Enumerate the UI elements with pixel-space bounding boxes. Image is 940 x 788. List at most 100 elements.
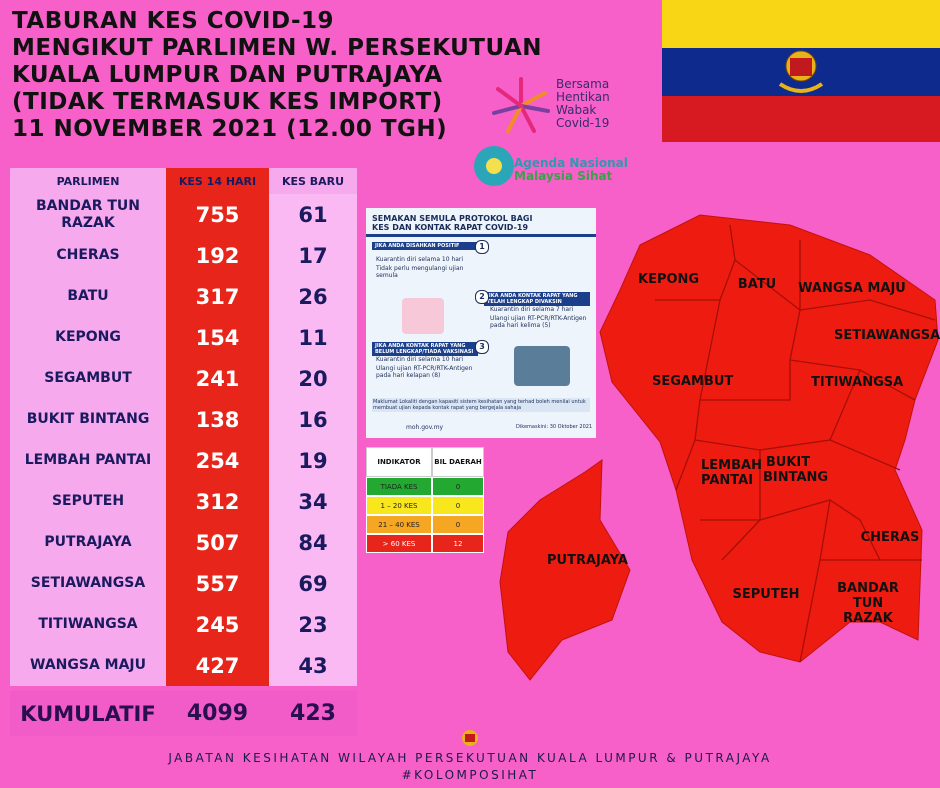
cell-name: SETIAWANGSA (10, 563, 166, 604)
map-label: WANGSA MAJU (798, 281, 906, 296)
cell-value: 26 (269, 276, 357, 317)
indicator-cell: 21 – 40 KES (366, 515, 432, 534)
map-label: BATU (737, 277, 777, 292)
flag (662, 0, 940, 142)
cell-value: 241 (166, 358, 269, 399)
indicator-cell: 0 (432, 515, 484, 534)
step-number: 3 (475, 340, 489, 354)
campaign-line: Bersama (556, 77, 610, 91)
cell-name: BANDAR TUN RAZAK (10, 194, 166, 235)
indicator-cell: 0 (432, 496, 484, 515)
coat-of-arms (778, 50, 824, 93)
protocol-updated: Dikemaskini: 30 Oktober 2021 (516, 424, 593, 430)
cell-value: 84 (269, 522, 357, 563)
calendar-illustration (514, 346, 570, 386)
cell-value: 755 (166, 194, 269, 235)
protocol-note: Maklumat Lokaliti dengan kapasiti sistem… (372, 398, 590, 412)
agenda-line: Agenda Nasional (514, 156, 628, 170)
cell-value: 245 (166, 604, 269, 645)
footer-emblem (462, 730, 478, 746)
cell-name: CHERAS (10, 235, 166, 276)
protocol-infographic: SEMAKAN SEMULA PROTOKOL BAGI KES DAN KON… (366, 208, 596, 438)
logos: Bersama Hentikan Wabak Covid-19 Agenda Nasi… (470, 70, 670, 200)
cell-name: SEGAMBUT (10, 358, 166, 399)
cell-name: TITIWANGSA (10, 604, 166, 645)
column-header: KES 14 HARI (166, 168, 269, 194)
cell-value: 254 (166, 440, 269, 481)
total-cell: 4099 (166, 691, 269, 736)
step-item: Ulangi ujian RT-PCR/RTK-Antigen pada har… (490, 315, 587, 329)
title: TABURAN KES COVID-19 MENGIKUT PARLIMEN W.… (12, 8, 542, 143)
cell-name: LEMBAH PANTAI (10, 440, 166, 481)
total-cell: 423 (269, 691, 357, 736)
step-heading: JIKA ANDA DISAHKAN POSITIF (372, 242, 478, 250)
step-item: Ulangi ujian RT-PCR/RTK-Antigen pada har… (376, 365, 473, 379)
cell-value: 557 (166, 563, 269, 604)
cell-value: 317 (166, 276, 269, 317)
step-number: 2 (475, 290, 489, 304)
map-label: SEGAMBUT (652, 374, 734, 389)
step-item: Tidak perlu mengulangi ujian semula (376, 265, 464, 279)
protocol-title: SEMAKAN SEMULA PROTOKOL BAGI KES DAN KON… (372, 214, 533, 232)
protocol-website: moh.gov.my (406, 424, 444, 431)
map-label: KEPONG (638, 272, 700, 287)
title-line: MENGIKUT PARLIMEN W. PERSEKUTUAN (12, 35, 542, 61)
cell-value: 20 (269, 358, 357, 399)
campaign-line: Wabak (556, 103, 597, 117)
cell-value: 507 (166, 522, 269, 563)
indicator-cell: 12 (432, 534, 484, 553)
cell-value: 138 (166, 399, 269, 440)
cell-name: BATU (10, 276, 166, 317)
campaign-line: Covid-19 (556, 116, 610, 130)
campaign-logo (492, 77, 550, 133)
step-heading: JIKA ANDA KONTAK RAPAT YANG BELUM LENGKA… (372, 342, 478, 356)
step-item: Kuarantin diri selama 10 hari (376, 356, 464, 363)
title-line: KUALA LUMPUR DAN PUTRAJAYA (12, 62, 443, 88)
cell-name: PUTRAJAYA (10, 522, 166, 563)
cell-value: 34 (269, 481, 357, 522)
column-header: KES BARU (269, 168, 357, 194)
cell-value: 11 (269, 317, 357, 358)
indicator-cell: 1 – 20 KES (366, 496, 432, 515)
kl-region (599, 214, 939, 663)
cell-value: 23 (269, 604, 357, 645)
map-label: SEPUTEH (732, 587, 800, 602)
cell-value: 17 (269, 235, 357, 276)
footer-line: JABATAN KESIHATAN WILAYAH PERSEKUTUAN KU… (168, 751, 772, 765)
cell-value: 69 (269, 563, 357, 604)
cell-value: 154 (166, 317, 269, 358)
step-item: Kuarantin diri selama 10 hari (376, 256, 464, 263)
map-label: TITIWANGSA (811, 375, 904, 390)
campaign-line: Hentikan (556, 90, 610, 104)
cell-name: BUKIT BINTANG (10, 399, 166, 440)
putrajaya-region (499, 459, 631, 681)
cell-value: 43 (269, 645, 357, 686)
indicator-cell: 0 (432, 477, 484, 496)
indicator-cell: TIADA KES (366, 477, 432, 496)
indicator-table: INDIKATOR BIL DAERAH TIADA KES 0 1 – 20 KES 0… (366, 447, 484, 553)
cell-value: 19 (269, 440, 357, 481)
column-header: PARLIMEN (10, 168, 166, 194)
cell-value: 312 (166, 481, 269, 522)
step-item: Kuarantin diri selama 7 hari (490, 306, 574, 313)
campaign-text: Bersama Hentikan Wabak Covid-19 (556, 78, 610, 130)
footer-line: #KOLOMPOSIHAT (401, 768, 539, 782)
step-heading: JIKA ANDA KONTAK RAPAT YANG TELAH LENGKA… (484, 292, 590, 306)
cell-name: SEPUTEH (10, 481, 166, 522)
cell-value: 16 (269, 399, 357, 440)
title-line: (TIDAK TERMASUK KES IMPORT) (12, 89, 443, 115)
footer: JABATAN KESIHATAN WILAYAH PERSEKUTUAN KU… (0, 750, 940, 784)
indicator-header: INDIKATOR (366, 447, 432, 477)
indicator-cell: > 60 KES (366, 534, 432, 553)
map-label: BUKIT BINTANG (763, 455, 829, 485)
cases-table: PARLIMEN KES 14 HARI KES BARU BANDAR TUN RA… (10, 168, 357, 736)
cell-value: 427 (166, 645, 269, 686)
map-label: LEMBAH PANTAI (701, 458, 762, 488)
cell-value: 61 (269, 194, 357, 235)
agenda-line: Malaysia Sihat (514, 169, 613, 183)
total-cell: KUMULATIF (10, 691, 166, 736)
cell-value: 192 (166, 235, 269, 276)
step-number: 1 (475, 240, 489, 254)
map-label: SETIAWANGSA (834, 328, 940, 343)
